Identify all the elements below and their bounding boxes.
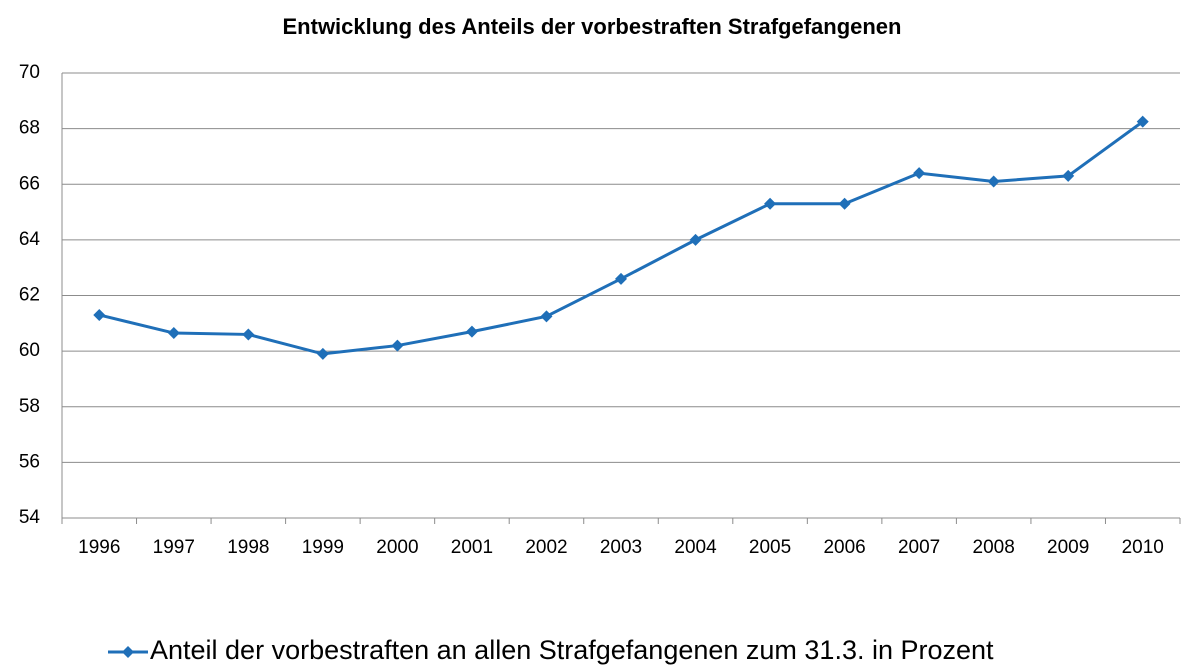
y-tick-label: 70 — [19, 62, 40, 83]
marker — [838, 197, 851, 210]
x-tick-label: 2009 — [1047, 537, 1089, 558]
y-tick-label: 64 — [19, 229, 41, 250]
x-tick-label: 2005 — [749, 537, 791, 558]
y-tick-label: 66 — [19, 173, 40, 194]
y-tick-label: 56 — [19, 451, 40, 472]
x-tick-label: 1997 — [153, 537, 195, 558]
marker — [242, 328, 255, 341]
marker — [689, 233, 702, 246]
marker — [391, 339, 404, 352]
x-tick-label: 2000 — [376, 537, 418, 558]
x-tick-label: 2008 — [973, 537, 1015, 558]
marker — [615, 272, 627, 285]
y-tick-label: 54 — [19, 507, 41, 528]
legend-marker — [122, 646, 134, 658]
marker — [913, 167, 926, 180]
marker — [465, 325, 478, 338]
series-line — [98, 120, 1144, 356]
marker — [987, 175, 1000, 188]
x-tick-label: 2006 — [823, 537, 865, 558]
y-tick-label: 68 — [19, 118, 40, 139]
x-tick-label: 2010 — [1122, 537, 1164, 558]
x-tick-label: 1998 — [227, 537, 269, 558]
x-tick-label: 2002 — [525, 537, 567, 558]
marker — [1062, 169, 1075, 182]
marker — [316, 347, 329, 360]
x-tick-label: 2004 — [674, 537, 717, 558]
marker — [540, 310, 553, 323]
chart-title: Entwicklung des Anteils der vorbestrafte… — [283, 14, 902, 39]
x-tick-label: 1999 — [302, 537, 344, 558]
marker — [1136, 115, 1149, 128]
marker — [764, 197, 777, 210]
x-tick-label: 2003 — [600, 537, 642, 558]
x-tick-label: 2001 — [451, 537, 493, 558]
x-tick-label: 1996 — [78, 537, 120, 558]
y-tick-label: 62 — [19, 285, 40, 306]
marker — [93, 308, 106, 321]
y-tick-label: 58 — [19, 396, 40, 417]
y-tick-label: 60 — [19, 340, 40, 361]
marker — [167, 327, 180, 340]
x-tick-label: 2007 — [898, 537, 940, 558]
legend-label: Anteil der vorbestraften an allen Strafg… — [150, 635, 994, 665]
